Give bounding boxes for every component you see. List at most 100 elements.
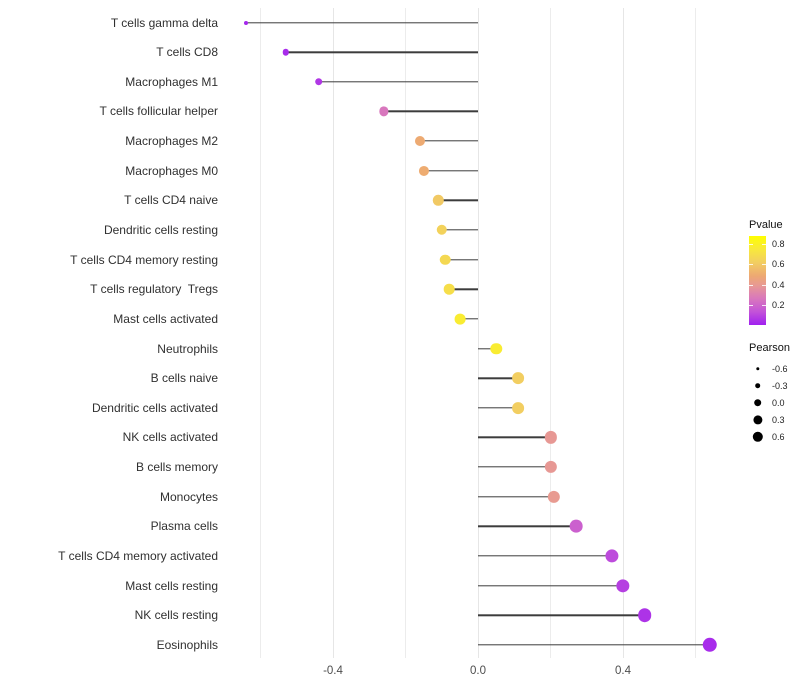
pvalue-tick-label: 0.4 [772,279,785,290]
y-axis-label: Neutrophils [157,341,218,356]
pearson-legend-label: -0.6 [772,364,788,374]
lollipop-dot [418,165,429,176]
lollipop-stem [285,51,478,53]
pearson-legend-dot [752,415,763,425]
x-tick-label: 0.0 [470,665,486,677]
y-axis-label: T cells CD4 naive [124,193,218,208]
pearson-legend-dot [752,431,763,442]
lollipop-stem [423,169,478,172]
lollipop-stem [478,584,623,587]
lollipop-stem [478,377,518,379]
lollipop-dot [432,195,444,206]
lollipop-dot [244,20,248,25]
pvalue-tick-label: 0.2 [772,299,785,310]
lollipop-stem [449,288,478,290]
y-axis-label: Eosinophils [156,637,218,652]
lollipop-stem [318,81,478,83]
gridline [695,8,696,658]
y-axis-label: Mast cells activated [113,311,218,326]
pearson-legend-dot [754,383,761,389]
lollipop-dot [436,224,447,236]
pearson-legend-title: Pearson [749,342,790,354]
lollipop-dot [605,549,619,563]
lollipop-dot [702,637,718,653]
y-axis-label: NK cells resting [134,608,218,623]
lollipop-stem [478,644,710,646]
y-axis-label: B cells naive [150,371,218,386]
lollipop-stem [478,614,645,616]
y-axis-label: B cells memory [135,460,218,475]
pvalue-tick-label: 0.6 [772,259,785,270]
colorbar-tick [762,244,766,246]
lollipop-stem [383,110,478,113]
colorbar-tick [762,264,766,266]
pearson-legend-dot [755,367,760,371]
lollipop-dot [569,520,583,533]
lollipop-dot [443,283,455,295]
lollipop-stem [478,347,497,350]
colorbar-tick [749,264,753,266]
colorbar-tick [749,284,753,286]
lollipop-dot [616,578,630,593]
lollipop-stem [459,318,478,320]
lollipop-stem [441,229,478,231]
gridline [260,8,261,658]
lollipop-stem [478,496,555,498]
y-axis-label: T cells follicular helper [99,104,219,119]
y-axis-label: T cells CD4 memory resting [70,252,218,267]
gridline [622,8,624,658]
y-axis-label: Mast cells resting [125,578,218,593]
lollipop-stem [478,466,551,468]
lollipop-stem [438,199,478,202]
y-axis-label: Macrophages M2 [125,134,218,149]
lollipop-stem [246,21,478,24]
lollipop-stem [420,140,478,142]
pearson-legend-label: 0.3 [772,414,785,425]
y-axis-label: Monocytes [159,489,218,504]
pvalue-legend-title: Pvalue [749,219,783,231]
lollipop-dot [454,313,466,325]
lollipop-dot [544,460,557,474]
lollipop-stem [478,555,613,557]
y-axis-label: T cells regulatory Tregs [90,282,218,297]
lollipop-dot [544,431,557,444]
x-tick-label: -0.4 [323,665,343,677]
lollipop-stem [478,436,551,439]
lollipop-stem [478,525,576,528]
lollipop-dot [637,608,652,623]
colorbar-tick [749,244,753,246]
y-axis-label: T cells CD4 memory activated [58,549,218,564]
y-axis-label: T cells CD8 [156,45,218,60]
pvalue-tick-label: 0.8 [772,239,785,250]
pearson-legend-dot [753,399,762,407]
y-axis-label: Dendritic cells activated [91,400,218,415]
lollipop-dot [547,490,561,503]
x-tick-label: 0.4 [615,665,631,677]
lollipop-dot [314,77,323,86]
y-axis-label: Macrophages M1 [125,74,218,89]
y-axis-label: Dendritic cells resting [103,222,218,237]
colorbar-tick [762,304,766,306]
lollipop-dot [490,342,502,355]
lollipop-dot [379,106,389,117]
gridline [477,8,479,658]
y-axis-label: Macrophages M0 [125,163,218,178]
pvalue-colorbar [749,236,766,325]
colorbar-tick [762,284,766,286]
lollipop-stem [445,258,478,261]
pearson-legend-label: 0.0 [772,397,785,408]
pearson-legend-label: -0.3 [772,380,788,391]
y-axis-label: NK cells activated [122,430,218,445]
y-axis-label: Plasma cells [150,519,218,534]
pearson-legend-label: 0.6 [772,431,785,442]
lollipop-dot [511,372,524,385]
lollipop-dot [511,401,524,414]
y-axis-label: T cells gamma delta [110,15,218,30]
gridline [550,8,551,658]
colorbar-tick [749,304,753,306]
lollipop-dot [414,136,426,147]
lollipop-dot [282,48,290,56]
lollipop-stem [478,407,518,409]
gridline [332,8,334,658]
gridline [405,8,406,658]
